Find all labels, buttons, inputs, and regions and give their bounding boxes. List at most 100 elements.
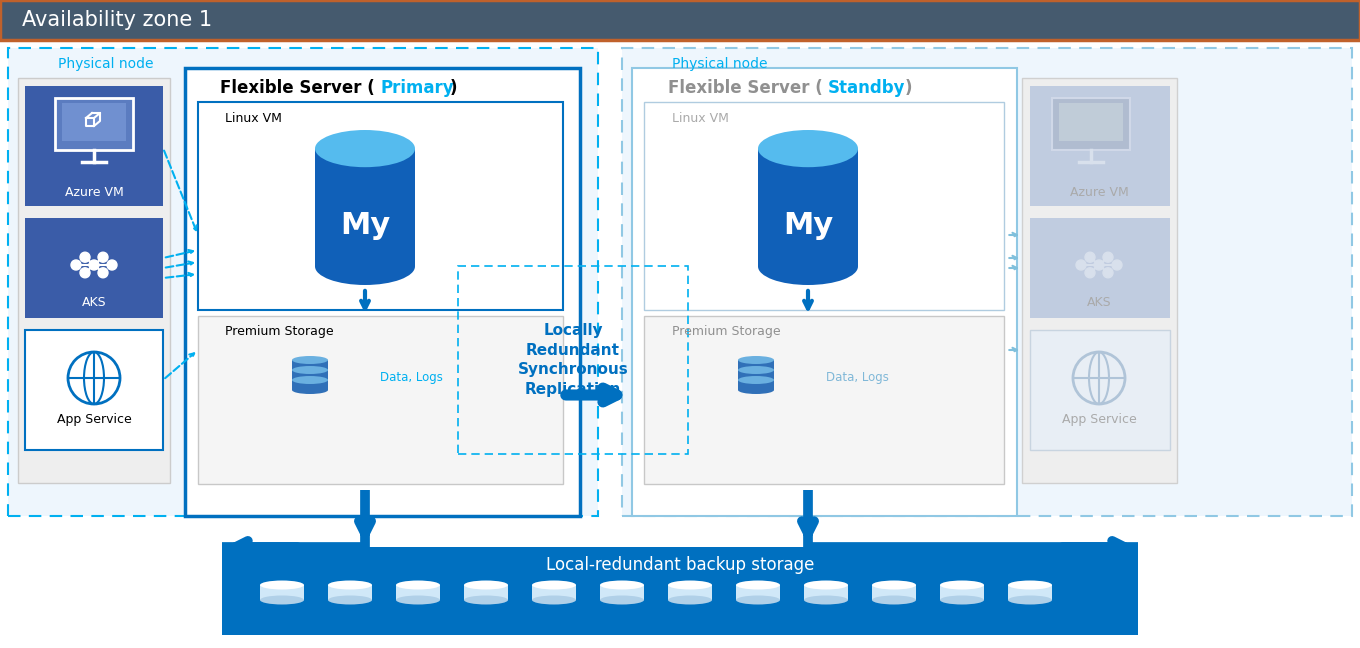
Circle shape [88,260,99,270]
Ellipse shape [464,581,509,590]
Bar [1030,218,1170,318]
Bar [24,330,163,450]
Bar [292,380,328,390]
Bar [632,68,1017,516]
Ellipse shape [316,248,415,285]
Bar [1053,98,1130,150]
Text: App Service: App Service [1062,413,1137,426]
Bar [199,316,563,484]
Text: AKS: AKS [82,295,106,308]
Circle shape [1112,260,1122,270]
Ellipse shape [738,376,774,384]
Ellipse shape [736,581,781,590]
Ellipse shape [260,581,305,590]
Ellipse shape [328,596,373,605]
Text: Availability zone 1: Availability zone 1 [22,10,212,30]
Text: Premium Storage: Premium Storage [672,325,781,338]
Ellipse shape [940,596,985,605]
Ellipse shape [396,581,441,590]
Ellipse shape [464,596,509,605]
Ellipse shape [532,581,577,590]
Ellipse shape [668,596,713,605]
Bar [396,585,441,600]
Text: Primary: Primary [379,79,454,97]
Text: Local-redundant backup storage: Local-redundant backup storage [545,556,815,574]
Ellipse shape [804,596,849,605]
Bar [758,148,858,266]
Text: My: My [783,211,834,240]
Text: Premium Storage: Premium Storage [224,325,333,338]
Ellipse shape [738,386,774,394]
Ellipse shape [736,596,781,605]
Bar [600,585,645,600]
Bar [24,218,163,318]
Bar [292,360,328,370]
Ellipse shape [292,366,328,374]
Bar [0,0,1360,40]
Text: ): ) [904,79,913,97]
Ellipse shape [1008,596,1053,605]
Bar [1021,78,1176,483]
Circle shape [1085,252,1095,262]
Ellipse shape [1008,581,1053,590]
Bar [872,585,917,600]
Bar [63,103,126,141]
Text: Linux VM: Linux VM [224,111,282,124]
Bar [738,370,774,380]
Circle shape [80,252,90,262]
Bar [804,585,849,600]
Text: Azure VM: Azure VM [1069,185,1129,198]
Circle shape [107,260,117,270]
Ellipse shape [328,581,373,590]
Circle shape [80,268,90,278]
Bar [260,585,305,600]
Bar [199,102,563,310]
Ellipse shape [600,581,645,590]
Circle shape [1103,252,1112,262]
Text: Data, Logs: Data, Logs [826,371,889,384]
Text: App Service: App Service [57,413,132,426]
Bar [464,585,509,600]
Ellipse shape [804,581,849,590]
Bar [1059,103,1123,141]
Bar [222,547,1138,635]
Ellipse shape [292,376,328,384]
Bar [1030,330,1170,450]
Text: Locally
Redundant
Synchronous
Replication: Locally Redundant Synchronous Replicatio… [518,323,628,397]
Ellipse shape [738,356,774,364]
Bar [8,48,598,516]
Bar [1008,585,1053,600]
Text: Flexible Server (: Flexible Server ( [220,79,375,97]
Bar [1030,86,1170,206]
Circle shape [1085,268,1095,278]
Circle shape [1103,268,1112,278]
Circle shape [71,260,82,270]
Ellipse shape [758,130,858,167]
Ellipse shape [738,366,774,374]
Ellipse shape [600,596,645,605]
Bar [18,78,170,483]
Text: My: My [340,211,390,240]
Text: Flexible Server (: Flexible Server ( [668,79,823,97]
Bar [316,148,415,266]
Bar [738,380,774,390]
Ellipse shape [292,376,328,384]
Bar [24,86,163,206]
Circle shape [98,268,107,278]
Text: Data, Logs: Data, Logs [379,371,443,384]
Text: Azure VM: Azure VM [65,185,124,198]
Bar [292,370,328,380]
Ellipse shape [738,366,774,374]
Bar [736,585,781,600]
Ellipse shape [668,581,713,590]
Bar [54,98,133,150]
Bar [328,585,373,600]
Bar [668,585,713,600]
Ellipse shape [532,596,577,605]
Bar [458,266,688,454]
Text: ): ) [450,79,457,97]
Ellipse shape [292,386,328,394]
Bar [532,585,577,600]
Bar [940,585,985,600]
Ellipse shape [872,596,917,605]
